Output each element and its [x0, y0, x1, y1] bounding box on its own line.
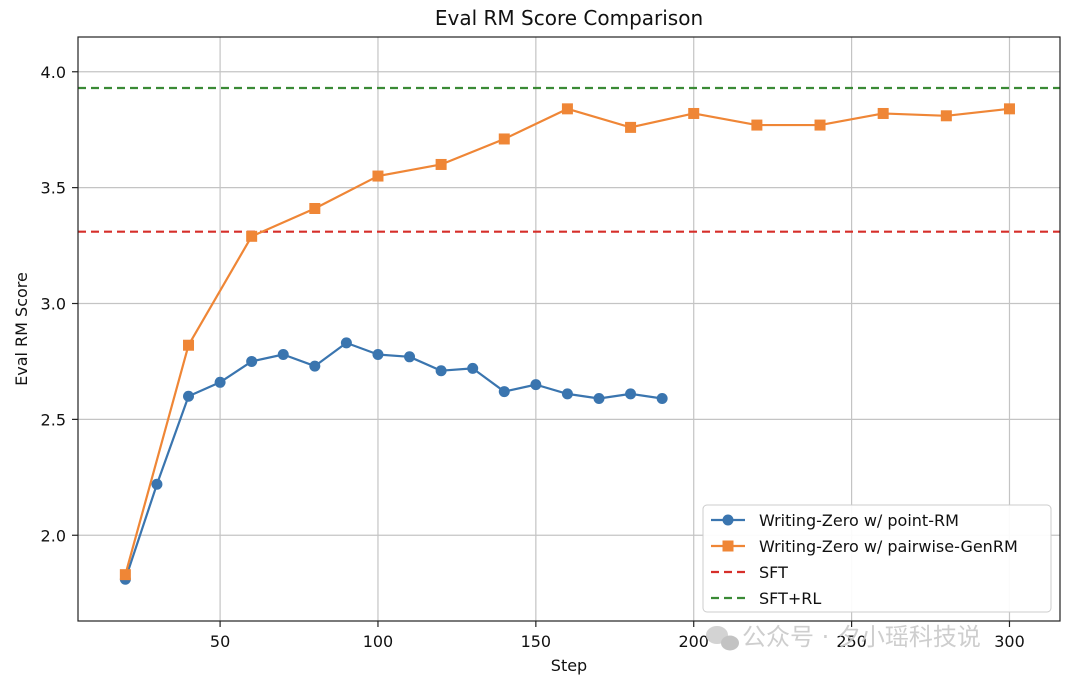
legend-label: Writing-Zero w/ pairwise-GenRM	[759, 537, 1018, 556]
data-point	[561, 103, 573, 115]
data-point	[498, 386, 510, 398]
data-point	[340, 337, 352, 349]
data-point	[309, 360, 321, 372]
data-point	[814, 119, 826, 131]
watermark-text: 公众号 · 夕小瑶科技说	[742, 623, 981, 651]
legend-label: SFT+RL	[759, 589, 821, 608]
watermark: 公众号 · 夕小瑶科技说	[706, 623, 981, 651]
x-tick-label: 200	[678, 632, 709, 651]
data-point	[530, 379, 542, 391]
y-tick-label: 3.0	[41, 295, 66, 314]
data-point	[688, 107, 700, 119]
legend-label: SFT	[759, 563, 788, 582]
data-point	[246, 355, 258, 367]
x-tick-label: 250	[836, 632, 867, 651]
wechat-icon	[706, 626, 739, 651]
series-layer	[119, 103, 1015, 585]
chart-title: Eval RM Score Comparison	[435, 6, 703, 30]
data-point	[246, 230, 258, 242]
y-axis-label: Eval RM Score	[12, 272, 31, 386]
data-point	[183, 390, 195, 402]
legend: Writing-Zero w/ point-RM Writing-Zero w/ …	[702, 504, 1052, 613]
y-tick-label: 3.5	[41, 179, 66, 198]
data-point	[1003, 103, 1015, 115]
data-point	[309, 202, 321, 214]
legend-marker	[722, 540, 734, 552]
data-point	[877, 107, 889, 119]
data-point	[751, 119, 763, 131]
x-tick-label: 300	[994, 632, 1025, 651]
data-point	[940, 110, 952, 122]
legend-marker	[722, 514, 734, 526]
x-tick-label: 50	[210, 632, 230, 651]
legend-label: Writing-Zero w/ point-RM	[759, 511, 959, 530]
x-tick-label: 100	[363, 632, 394, 651]
data-point	[214, 376, 226, 388]
reference-lines	[78, 86, 1060, 233]
data-point	[498, 133, 510, 145]
data-point	[593, 393, 605, 405]
data-point	[467, 362, 479, 374]
data-point	[119, 569, 131, 581]
axis-ticks: 50 100 150 200 250 300 2.0 2.5 3.0 3.5 4.0	[41, 63, 1025, 651]
x-axis-label: Step	[551, 656, 587, 675]
grid-lines	[78, 37, 1060, 621]
data-point	[404, 351, 416, 363]
data-point	[625, 388, 637, 400]
plot-frame	[77, 36, 1061, 622]
y-tick-label: 2.0	[41, 526, 66, 545]
data-point	[561, 388, 573, 400]
data-point	[435, 158, 447, 170]
data-point	[656, 393, 668, 405]
x-tick-label: 150	[521, 632, 552, 651]
legend-box	[702, 504, 1052, 613]
data-point	[183, 339, 195, 351]
y-tick-label: 2.5	[41, 410, 66, 429]
data-point	[625, 121, 637, 133]
data-point	[151, 478, 163, 490]
data-point	[435, 365, 447, 377]
data-point	[372, 170, 384, 182]
series-line-0	[124, 341, 663, 580]
y-tick-label: 4.0	[41, 63, 66, 82]
data-point	[277, 348, 289, 360]
data-point	[372, 348, 384, 360]
